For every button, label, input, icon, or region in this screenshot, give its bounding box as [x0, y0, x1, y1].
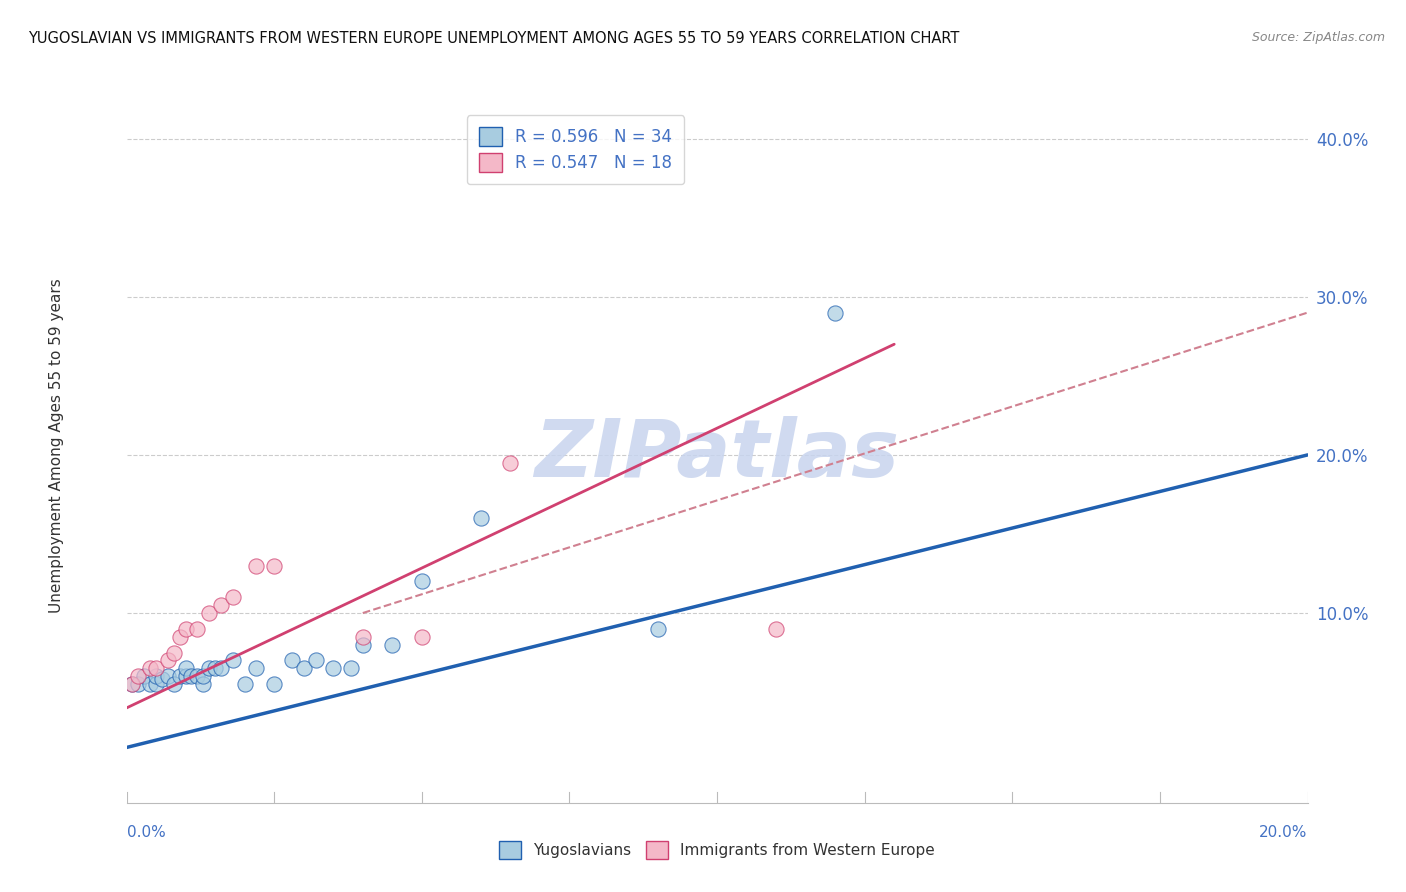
Point [169, 630, 191, 644]
Point [263, 558, 285, 573]
Text: 0.0%: 0.0% [127, 825, 166, 840]
Point [209, 598, 232, 612]
Point [824, 305, 846, 319]
Point [139, 661, 162, 675]
Point [156, 653, 179, 667]
Point [281, 653, 304, 667]
Point [411, 574, 433, 589]
Point [174, 669, 197, 683]
Point [765, 622, 787, 636]
Point [263, 677, 285, 691]
Point [340, 661, 363, 675]
Point [352, 638, 374, 652]
Text: YUGOSLAVIAN VS IMMIGRANTS FROM WESTERN EUROPE UNEMPLOYMENT AMONG AGES 55 TO 59 Y: YUGOSLAVIAN VS IMMIGRANTS FROM WESTERN E… [28, 31, 959, 46]
Point [193, 677, 215, 691]
Point [499, 456, 522, 470]
Point [169, 669, 191, 683]
Point [174, 661, 197, 675]
Point [186, 622, 208, 636]
Point [411, 630, 433, 644]
Legend: Yugoslavians, Immigrants from Western Europe: Yugoslavians, Immigrants from Western Eu… [494, 835, 941, 864]
Point [233, 677, 256, 691]
Point [209, 661, 232, 675]
Point [145, 669, 167, 683]
Point [193, 669, 215, 683]
Text: 20.0%: 20.0% [1260, 825, 1308, 840]
Point [322, 661, 344, 675]
Point [470, 511, 492, 525]
Point [198, 661, 221, 675]
Point [174, 622, 197, 636]
Point [222, 591, 245, 605]
Point [204, 661, 226, 675]
Point [222, 653, 245, 667]
Point [381, 638, 404, 652]
Point [180, 669, 202, 683]
Point [304, 653, 326, 667]
Point [198, 606, 221, 620]
Text: Source: ZipAtlas.com: Source: ZipAtlas.com [1251, 31, 1385, 45]
Text: Unemployment Among Ages 55 to 59 years: Unemployment Among Ages 55 to 59 years [49, 278, 63, 614]
Point [145, 661, 167, 675]
Point [134, 669, 156, 683]
Point [292, 661, 315, 675]
Point [352, 630, 374, 644]
Point [163, 646, 186, 660]
Point [163, 677, 186, 691]
Point [121, 677, 143, 691]
Point [186, 669, 208, 683]
Point [145, 677, 167, 691]
Point [127, 669, 149, 683]
Point [245, 558, 267, 573]
Point [150, 673, 173, 687]
Text: ZIPatlas: ZIPatlas [534, 416, 900, 494]
Point [156, 669, 179, 683]
Point [127, 677, 149, 691]
Point [139, 677, 162, 691]
Point [647, 622, 669, 636]
Point [245, 661, 267, 675]
Point [121, 677, 143, 691]
